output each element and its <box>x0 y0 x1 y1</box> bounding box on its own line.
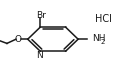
Text: Br: Br <box>36 11 46 20</box>
Text: N: N <box>36 51 43 60</box>
Text: O: O <box>15 35 22 44</box>
Text: NH: NH <box>92 34 105 43</box>
Text: HCl: HCl <box>95 14 112 24</box>
Text: 2: 2 <box>100 39 105 45</box>
